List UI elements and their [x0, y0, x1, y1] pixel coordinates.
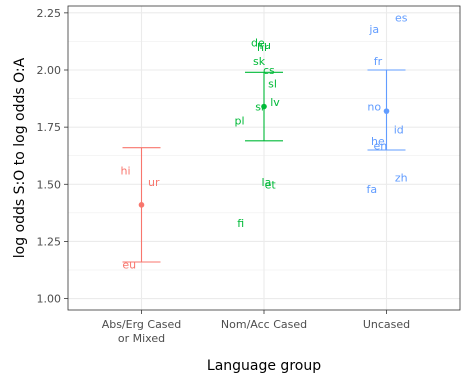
- point-label: en: [374, 139, 388, 152]
- y-tick-label: 1.50: [37, 178, 62, 191]
- point-label: id: [394, 123, 404, 136]
- point-label: fi: [237, 217, 244, 230]
- y-axis-title: log odds S:O to log odds O:A: [12, 57, 28, 258]
- point-label: zh: [395, 171, 408, 184]
- mean-point: [383, 108, 390, 114]
- point-label: hr: [257, 41, 269, 54]
- x-tick-label: Nom/Acc Cased: [221, 318, 307, 331]
- point-label: fr: [374, 55, 383, 68]
- point-label: ur: [148, 176, 160, 189]
- x-tick-label: Uncased: [363, 318, 410, 331]
- point-label: pl: [234, 114, 244, 127]
- point-label: eu: [122, 258, 136, 271]
- point-label: sr: [255, 101, 266, 114]
- point-label: ru: [259, 39, 271, 52]
- point-label: es: [395, 11, 408, 24]
- point-label: hi: [121, 165, 131, 178]
- y-tick-label: 2.25: [37, 7, 62, 20]
- group-means: [138, 103, 390, 208]
- point-label: he: [371, 135, 385, 148]
- mean-point: [138, 202, 145, 208]
- point-label: sk: [253, 55, 266, 68]
- x-axis-title: Language group: [207, 358, 321, 374]
- point-label: fa: [366, 183, 377, 196]
- point-label: et: [265, 178, 277, 191]
- point-label: cs: [263, 64, 275, 77]
- point-label: sl: [268, 78, 277, 91]
- point-label: la: [262, 176, 272, 189]
- y-tick-label: 2.00: [37, 64, 62, 77]
- y-tick-label: 1.00: [37, 293, 62, 306]
- point-label: ja: [368, 23, 379, 36]
- point-label: no: [367, 101, 381, 114]
- x-tick-label: Abs/Erg Cased or Mixed: [102, 318, 182, 345]
- point-label: de: [251, 37, 265, 50]
- mean-point: [261, 103, 267, 110]
- y-tick-label: 1.25: [37, 235, 62, 248]
- point-label: lv: [270, 96, 280, 109]
- axes: 1.00 1.25 1.50 1.75 2.00 2.25 Abs/Erg Cased or …: [37, 7, 411, 345]
- y-tick-label: 1.75: [37, 121, 62, 134]
